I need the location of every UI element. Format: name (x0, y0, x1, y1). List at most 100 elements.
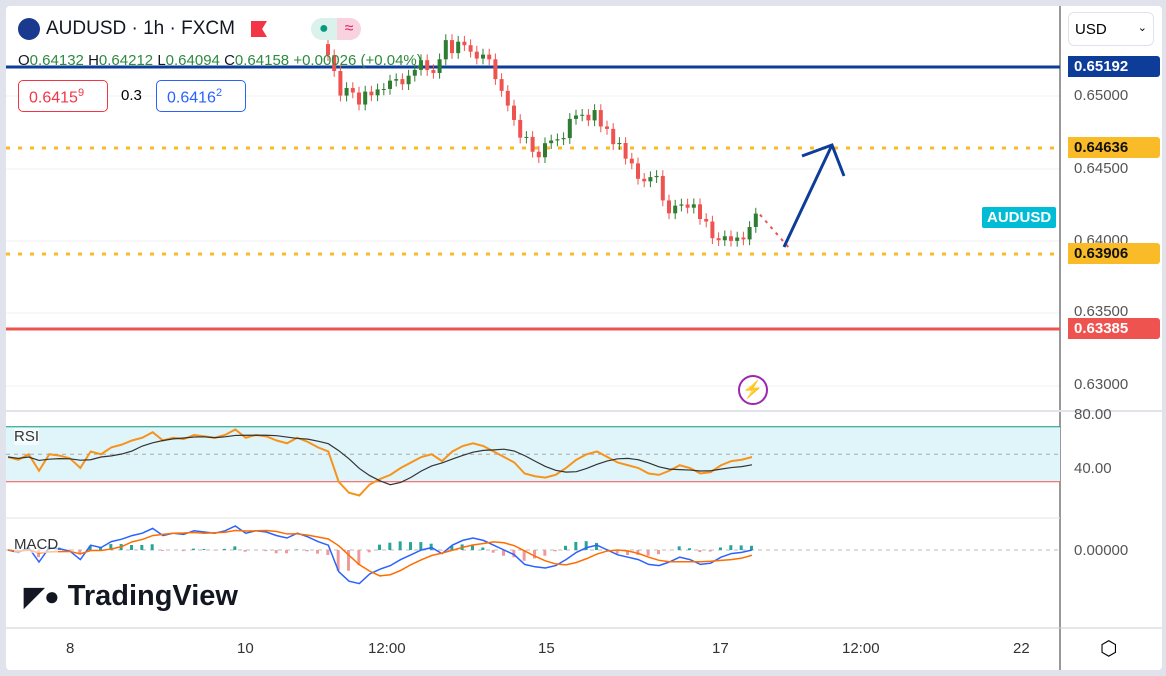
macd-histogram-bar (626, 550, 629, 555)
price-label: 0.64500 (1074, 160, 1129, 177)
macd-histogram-bar (398, 541, 402, 550)
macd-histogram-bar (316, 550, 319, 554)
candle-body (623, 142, 628, 159)
macd-histogram-bar (88, 545, 92, 550)
candle-body (536, 151, 541, 158)
macd-histogram-bar (161, 550, 164, 551)
rsi-band (6, 426, 1060, 482)
time-label: 15 (538, 640, 555, 657)
candle-body (431, 70, 436, 73)
time-label: 10 (237, 640, 254, 657)
aud-usd-flag-icon (18, 18, 40, 40)
chart-area[interactable]: AUDUSD · 1h · FXCM ● ≈ O0.64132 H0.64212… (6, 6, 1162, 670)
tradingview-logo: ◤● TradingView (24, 580, 238, 612)
macd-histogram-bar (99, 547, 102, 550)
ohlc-legend: O0.64132 H0.64212 L0.64094 C0.64158 +0.0… (18, 52, 422, 69)
flag-marker-icon[interactable] (250, 21, 267, 37)
macd-histogram-bar (264, 550, 268, 552)
candle-body (679, 204, 684, 206)
rsi-axis-label: 80.00 (1074, 406, 1112, 423)
sell-button[interactable]: 0.64159 (18, 80, 108, 112)
candle-body (567, 118, 572, 139)
macd-histogram-bar (295, 549, 299, 550)
time-label: 8 (66, 640, 75, 657)
candle-body (691, 204, 696, 208)
candle-body (611, 128, 616, 145)
candle-body (350, 88, 355, 93)
macd-histogram-bar (409, 542, 412, 550)
macd-histogram-bar (326, 550, 330, 555)
candle-body (710, 221, 715, 239)
macd-histogram-bar (481, 547, 485, 550)
candle-body (388, 80, 392, 89)
candle-body (722, 236, 727, 241)
market-open-dot: ● (310, 18, 337, 40)
macd-label[interactable]: MACD (14, 536, 59, 553)
macd-histogram-bar (729, 545, 733, 550)
candle-body (375, 89, 380, 96)
candle-body (474, 51, 479, 59)
candle-body (636, 163, 640, 179)
symbol-title[interactable]: AUDUSD · 1h · FXCM (46, 18, 235, 39)
macd-histogram-bar (677, 546, 681, 550)
candle-body (493, 59, 498, 80)
candle-body (729, 236, 733, 241)
spread-value: 0.3 (121, 87, 142, 104)
macd-histogram-bar (512, 550, 516, 558)
macd-histogram-bar (553, 550, 557, 552)
macd-histogram-bar (150, 544, 154, 550)
lightning-alert-icon[interactable]: ⚡ (738, 375, 768, 405)
candle-body (685, 204, 690, 208)
candle-body (450, 40, 454, 54)
settings-hexagon-icon[interactable]: ⬡ (1100, 638, 1118, 660)
macd-histogram-bar (347, 550, 350, 571)
candle-body (344, 88, 349, 96)
candle-body (530, 136, 535, 152)
candle-body (574, 115, 578, 119)
candle-body (487, 54, 492, 60)
macd-histogram-bar (223, 548, 226, 550)
candle-body (462, 41, 467, 46)
macd-histogram-bar (657, 550, 660, 555)
candle-body (667, 200, 671, 214)
candle-body (561, 138, 566, 140)
candle-body (512, 105, 516, 120)
macd-histogram-bar (522, 550, 526, 561)
buy-button[interactable]: 0.64162 (156, 80, 246, 112)
rsi-label[interactable]: RSI (14, 428, 40, 445)
candle-body (747, 226, 752, 240)
candle-body (419, 60, 423, 70)
macd-histogram-bar (130, 545, 133, 550)
macd-histogram-bar (233, 546, 237, 550)
symbol-price-tag: AUDUSD (982, 207, 1057, 228)
candle-body (629, 158, 634, 164)
candle-body (586, 114, 591, 121)
candle-body (400, 79, 405, 85)
time-label: 17 (712, 640, 729, 657)
candle-body (524, 136, 529, 138)
macd-histogram-bar (533, 550, 536, 559)
candle-body (468, 45, 473, 52)
candle-body (698, 204, 702, 220)
macd-histogram-bar (181, 550, 185, 552)
macd-histogram-bar (739, 545, 743, 550)
candle-body (741, 237, 746, 240)
macd-histogram-bar (357, 550, 361, 566)
price-tag-line-top: 0.65192 (1068, 56, 1160, 77)
chart-canvas[interactable] (6, 6, 1162, 670)
macd-histogram-bar (419, 542, 423, 550)
macd-histogram-bar (471, 544, 474, 550)
data-delay-icon: ≈ (336, 18, 362, 40)
macd-histogram-bar (388, 542, 392, 550)
macd-histogram-bar (595, 542, 598, 550)
price-label: 0.65000 (1074, 87, 1129, 104)
candle-body (357, 92, 361, 105)
candle-body (443, 40, 448, 60)
candle-body (381, 88, 386, 90)
market-status-badge[interactable]: ● ≈ (310, 18, 362, 40)
candle-body (425, 60, 430, 71)
macd-signal-line (7, 529, 753, 577)
currency-selector[interactable]: USD ⌄ (1068, 12, 1154, 46)
price-tag-line-bottom: 0.63385 (1068, 318, 1160, 339)
candle-body (437, 59, 442, 73)
